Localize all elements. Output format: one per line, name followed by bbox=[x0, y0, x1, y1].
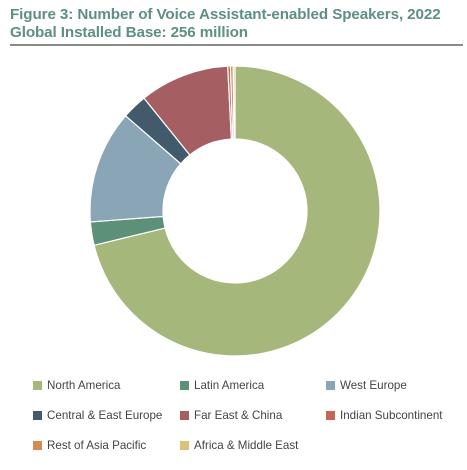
chart-subtitle: Global Installed Base: 256 million bbox=[10, 24, 248, 41]
chart-title: Figure 3: Number of Voice Assistant-enab… bbox=[10, 6, 460, 42]
chart-title-line-1: Figure 3: Number of Voice Assistant-enab… bbox=[10, 6, 441, 23]
title-divider bbox=[10, 44, 463, 46]
donut-slice-north-america bbox=[93, 65, 381, 357]
donut-slice-africa-and-middle-east bbox=[232, 65, 236, 140]
